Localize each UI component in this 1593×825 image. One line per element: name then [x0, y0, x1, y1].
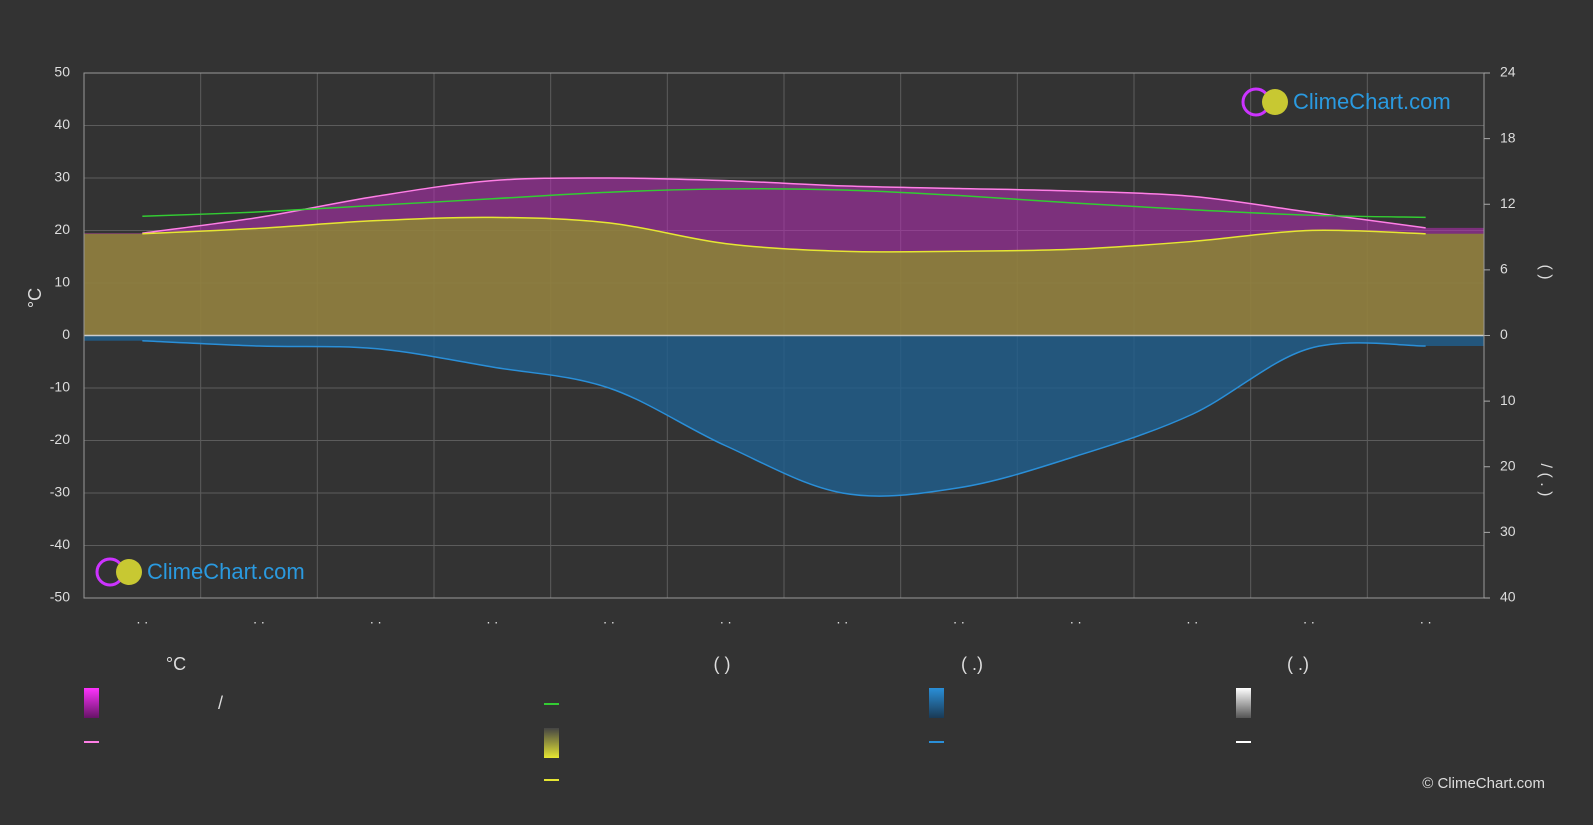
y-tick-label: 50	[54, 64, 70, 80]
y3-tick-label: 10	[1500, 392, 1516, 408]
legend-swatch	[544, 728, 559, 758]
y-tick-label: 40	[54, 116, 70, 132]
y-tick-label: -50	[50, 589, 70, 605]
legend-text: /	[218, 693, 223, 713]
x-tick-label: . .	[1303, 611, 1315, 627]
area	[84, 217, 1484, 336]
legend-swatch	[84, 688, 99, 718]
plot-area	[83, 72, 1485, 599]
logo-sun	[116, 559, 142, 585]
x-tick-label: . .	[603, 611, 615, 627]
y3-tick-label: 20	[1500, 457, 1516, 473]
x-tick-label: . .	[1420, 611, 1432, 627]
x-tick-label: . .	[253, 611, 265, 627]
y2-tick-label: 6	[1500, 261, 1508, 277]
y-tick-label: 20	[54, 221, 70, 237]
y-tick-label: 0	[62, 326, 70, 342]
legend-header: ( )	[714, 654, 731, 674]
x-tick-label: . .	[1186, 611, 1198, 627]
x-tick-label: . .	[1070, 611, 1082, 627]
logo-sun	[1262, 89, 1288, 115]
logo-text: ClimeChart.com	[147, 559, 305, 584]
y2-axis-label: ( )	[1537, 264, 1554, 279]
y3-tick-label: 30	[1500, 523, 1516, 539]
legend-header: ( .)	[1287, 654, 1309, 674]
legend-header: °C	[166, 654, 186, 674]
logo-bottom: ClimeChart.com	[95, 557, 305, 587]
x-tick-label: . .	[486, 611, 498, 627]
y-tick-label: -30	[50, 484, 70, 500]
y3-tick-label: 0	[1500, 326, 1508, 342]
y3-tick-label: 40	[1500, 589, 1516, 605]
y2-tick-label: 24	[1500, 64, 1516, 80]
y2-tick-label: 12	[1500, 195, 1516, 211]
y-tick-label: -40	[50, 536, 70, 552]
x-tick-label: . .	[720, 611, 732, 627]
series-line	[142, 216, 1426, 253]
legend-swatch	[929, 688, 944, 718]
x-tick-label: . .	[836, 611, 848, 627]
series-line	[142, 340, 1426, 497]
y-axis-label: °C	[25, 288, 45, 308]
y3-axis-label: / ( . )	[1537, 464, 1554, 497]
legend-header: ( .)	[961, 654, 983, 674]
y-tick-label: 10	[54, 274, 70, 290]
logo-top: ClimeChart.com	[1241, 87, 1451, 117]
x-tick-label: . .	[370, 611, 382, 627]
y2-tick-label: 18	[1500, 129, 1516, 145]
copyright: © ClimeChart.com	[1422, 775, 1545, 792]
legend-swatch	[1236, 688, 1251, 718]
series-line	[142, 188, 1426, 219]
y-tick-label: -10	[50, 379, 70, 395]
x-tick-label: . .	[953, 611, 965, 627]
logo-text: ClimeChart.com	[1293, 89, 1451, 114]
series-line	[142, 177, 1426, 234]
area	[84, 335, 1484, 497]
y-tick-label: -20	[50, 431, 70, 447]
y-tick-label: 30	[54, 169, 70, 185]
x-tick-label: . .	[136, 611, 148, 627]
